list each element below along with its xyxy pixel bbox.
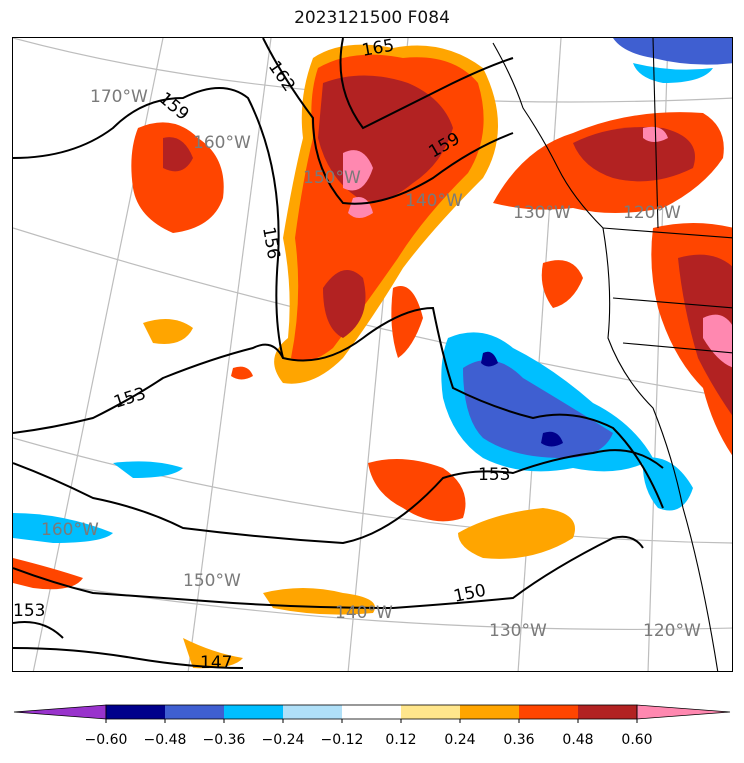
contour-label: 153 bbox=[13, 601, 45, 621]
lon-label: 150°W bbox=[183, 571, 241, 591]
colorbar-tick-label: 0.12 bbox=[385, 732, 416, 748]
lon-label: 140°W bbox=[335, 603, 393, 623]
colorbar-cell bbox=[283, 705, 342, 719]
lon-label: 120°W bbox=[623, 203, 681, 223]
contour-label: 150 bbox=[452, 581, 488, 607]
colorbar-frame bbox=[105, 704, 638, 720]
colorbar-cell bbox=[401, 705, 460, 719]
lon-label: 160°W bbox=[41, 520, 99, 540]
colorbar-ticks: −0.60 −0.48 −0.36 −0.24 −0.12 0.12 0.24 0.36 0.4… bbox=[85, 719, 653, 748]
longitude-labels: 170°W 160°W 150°W 140°W 130°W 120°W 160°… bbox=[41, 87, 701, 641]
lon-label: 130°W bbox=[489, 621, 547, 641]
colorbar-cell bbox=[578, 705, 637, 719]
colorbar-tick-label: −0.24 bbox=[262, 732, 305, 748]
colorbar-tick-label: −0.60 bbox=[85, 732, 128, 748]
colorbar-cell bbox=[460, 705, 519, 719]
colorbar-tick-label: 0.48 bbox=[562, 732, 593, 748]
lon-label: 150°W bbox=[303, 168, 361, 188]
colorbar-extend-low bbox=[13, 704, 107, 720]
contour-label: 156 bbox=[258, 225, 283, 260]
contour-label: 159 bbox=[155, 89, 193, 125]
colorbar-tick-label: 0.36 bbox=[503, 732, 534, 748]
colorbar-cell bbox=[106, 705, 165, 719]
lon-label: 160°W bbox=[193, 133, 251, 153]
lon-label: 130°W bbox=[513, 203, 571, 223]
colorbar-extend-high bbox=[636, 704, 731, 720]
colorbar-svg: −0.60 −0.48 −0.36 −0.24 −0.12 0.12 0.24 0.36 0.4… bbox=[13, 704, 731, 748]
colorbar-cell bbox=[342, 705, 401, 719]
precip-fields bbox=[13, 38, 732, 669]
contour-label: 147 bbox=[200, 653, 232, 672]
colorbar-cell bbox=[224, 705, 283, 719]
colorbar-tick-label: 0.60 bbox=[621, 732, 652, 748]
coastlines bbox=[492, 38, 732, 671]
contour-label: 153 bbox=[111, 384, 148, 413]
colorbar-tick-label: 0.24 bbox=[444, 732, 475, 748]
lon-label: 170°W bbox=[90, 87, 148, 107]
colorbar-tick-label: −0.36 bbox=[203, 732, 246, 748]
colorbar-tick-label: −0.12 bbox=[321, 732, 364, 748]
colorbar-cells bbox=[13, 704, 731, 720]
map-canvas: 170°W 160°W 150°W 140°W 130°W 120°W 160°… bbox=[13, 38, 732, 672]
map-panel[interactable]: 170°W 160°W 150°W 140°W 130°W 120°W 160°… bbox=[12, 37, 733, 672]
colorbar-cell bbox=[165, 705, 224, 719]
contour-label: 153 bbox=[478, 465, 510, 485]
colorbar-cell bbox=[519, 705, 578, 719]
colorbar: −0.60 −0.48 −0.36 −0.24 −0.12 0.12 0.24 0.36 0.4… bbox=[0, 700, 744, 763]
lon-label: 120°W bbox=[643, 621, 701, 641]
height-contours bbox=[13, 38, 664, 669]
lon-label: 140°W bbox=[405, 191, 463, 211]
colorbar-tick-label: −0.48 bbox=[144, 732, 187, 748]
contour-label: 165 bbox=[360, 38, 395, 61]
map-title: 2023121500 F084 bbox=[294, 8, 450, 28]
